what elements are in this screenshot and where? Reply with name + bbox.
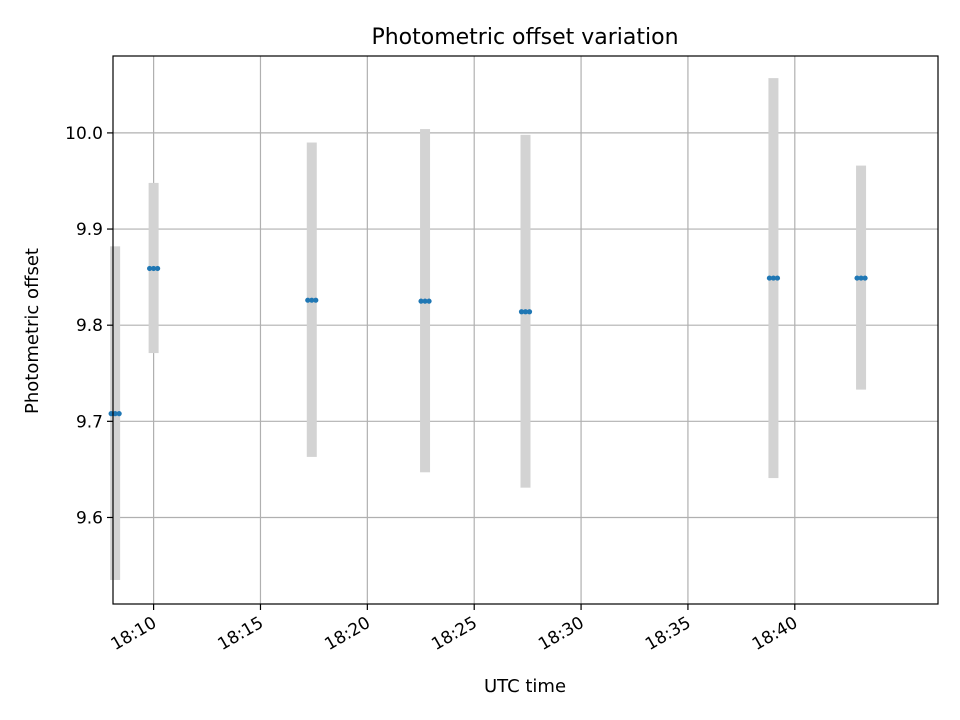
- data-point: [854, 275, 868, 281]
- x-tick-label: 18:35: [642, 613, 694, 655]
- x-tick-label: 18:30: [535, 613, 587, 655]
- y-tick-label: 9.6: [76, 508, 103, 528]
- y-tick-label: 9.9: [76, 220, 103, 240]
- x-tick-label: 18:25: [428, 613, 480, 655]
- x-tick-label: 18:15: [215, 613, 267, 655]
- data-points: [108, 265, 868, 417]
- data-point: [147, 265, 161, 272]
- data-point: [108, 411, 122, 417]
- data-point: [518, 309, 533, 315]
- x-tick-label: 18:10: [108, 613, 160, 655]
- x-tick-label: 18:40: [749, 613, 801, 655]
- data-point: [305, 297, 319, 303]
- data-point: [766, 275, 781, 281]
- data-point: [418, 298, 432, 304]
- x-axis-label: UTC time: [484, 676, 566, 697]
- y-axis-label: Photometric offset: [22, 248, 43, 414]
- error-bars: [110, 78, 867, 580]
- y-axis-ticks: 9.6 9.7 9.8 9.9 10.0: [65, 124, 113, 528]
- chart-title: Photometric offset variation: [371, 25, 678, 50]
- plot-frame: [112, 55, 939, 605]
- y-tick-label: 9.8: [76, 316, 103, 336]
- y-tick-label: 10.0: [65, 124, 103, 144]
- x-tick-label: 18:20: [321, 613, 373, 655]
- y-tick-label: 9.7: [76, 412, 103, 432]
- x-axis-ticks: 18:10 18:15 18:20 18:25 18:30 18:35 18:40: [108, 604, 801, 655]
